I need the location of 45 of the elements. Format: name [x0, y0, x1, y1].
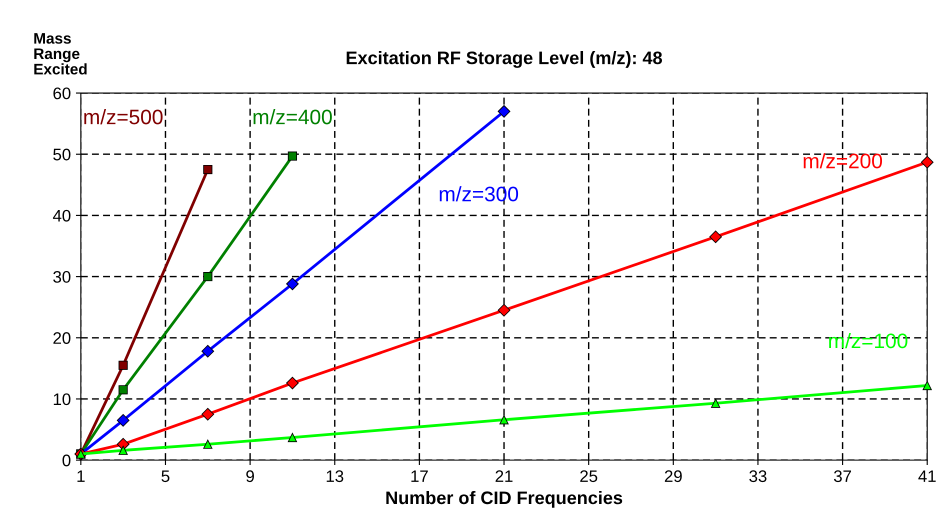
- y-axis-title: Mass Range Excited: [34, 33, 87, 75]
- x-tick-label: 29: [664, 470, 682, 482]
- x-tick-label: 17: [411, 470, 428, 482]
- point: [288, 151, 298, 161]
- point: [118, 446, 128, 455]
- x-tick-label: 21: [496, 470, 512, 482]
- x-tick-label: 37: [834, 470, 852, 482]
- y-tick-label: 40: [52, 210, 70, 222]
- point: [288, 432, 298, 442]
- point: [201, 344, 214, 358]
- y-tick-label: 30: [53, 270, 70, 283]
- point: [498, 105, 510, 118]
- x-tick-label: 1: [77, 470, 85, 482]
- point: [116, 414, 130, 427]
- point: [922, 380, 932, 390]
- y-tick-label: 20: [53, 332, 70, 344]
- text: m/z=500: [84, 109, 163, 124]
- point: [203, 272, 212, 282]
- series-label: m/z=300: [440, 186, 518, 202]
- point: [711, 398, 720, 408]
- series-label: m/z=400: [254, 109, 332, 124]
- point: [203, 440, 212, 449]
- point: [499, 415, 509, 424]
- x-tick-label: 13: [326, 470, 344, 482]
- x-tick-label: 5: [162, 470, 170, 482]
- y-tick-label: 60: [53, 87, 70, 100]
- y-tick-label: 50: [53, 148, 70, 160]
- point: [286, 376, 299, 390]
- x-tick-label: 33: [749, 470, 766, 482]
- x-axis-title: Number of CID Frequencies: [386, 490, 622, 508]
- x-tick-label: 9: [246, 470, 254, 482]
- point: [920, 156, 934, 169]
- point: [201, 408, 214, 421]
- chart-title: Excitation RF Storage Level (m/z): 48: [346, 51, 662, 68]
- point: [286, 278, 299, 290]
- x-tick-label: 25: [580, 470, 598, 482]
- point: [118, 385, 128, 394]
- point: [709, 230, 722, 244]
- point: [203, 164, 212, 174]
- series-label: m/z=200: [804, 153, 882, 168]
- point: [498, 304, 510, 317]
- y-tick-label: 10: [54, 393, 70, 406]
- point: [118, 360, 128, 370]
- x-tick-label: 41: [918, 470, 936, 482]
- y-tick-label: 0: [62, 454, 70, 466]
